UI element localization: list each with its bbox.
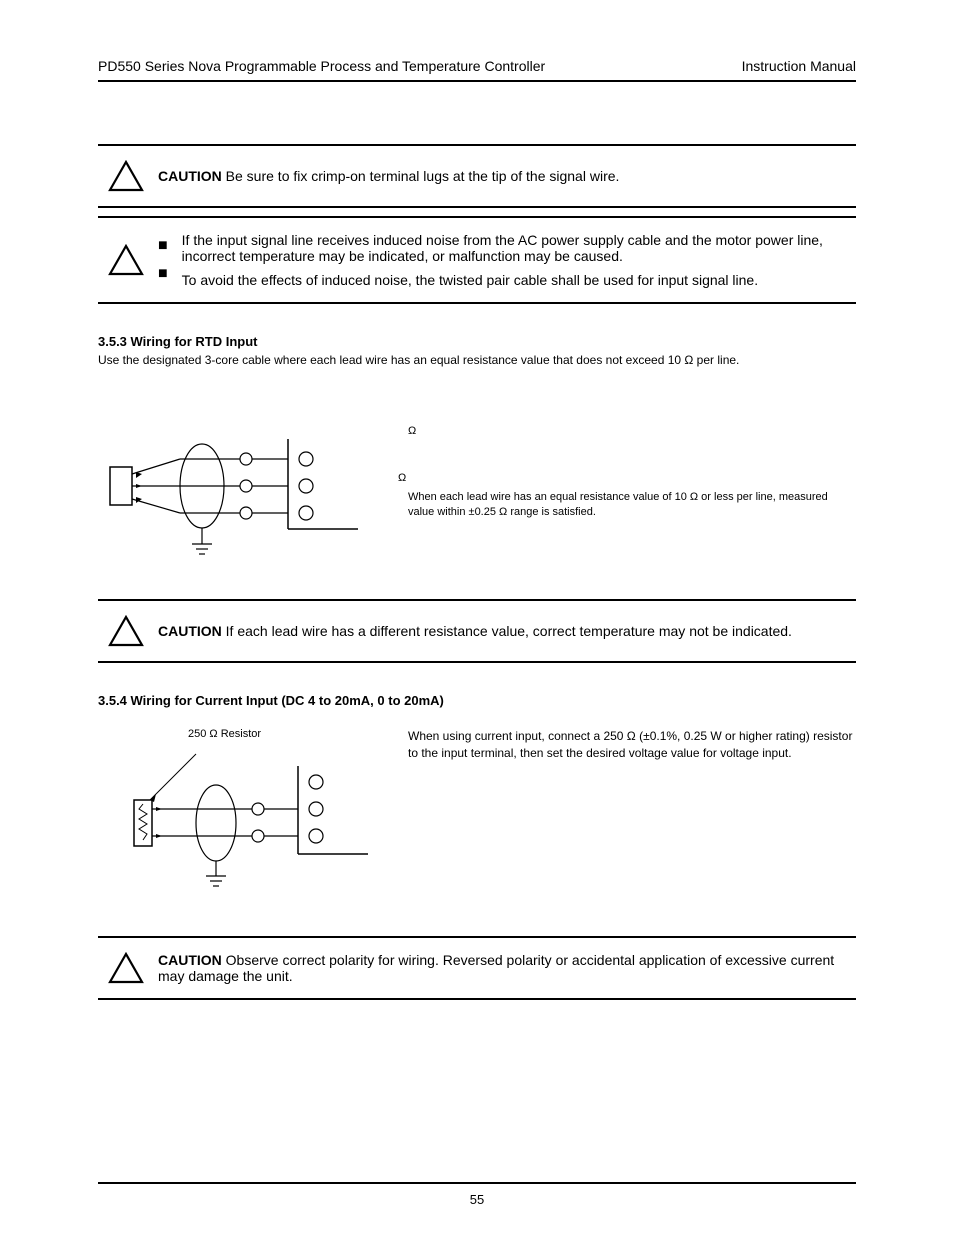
rtd-title: 3.5.3 Wiring for RTD Input [98, 334, 856, 349]
caution-3-text: CAUTION If each lead wire has a differen… [158, 623, 846, 639]
caution-4: CAUTION Observe correct polarity for wir… [98, 938, 856, 998]
rule [98, 661, 856, 663]
current-diagram: 250 Ω Resistor Ω [98, 728, 378, 906]
resistor-label: 250 Ω Resistor Ω [188, 728, 378, 740]
bullet-markers: ■ ■ [158, 237, 168, 283]
header-right: Instruction Manual [742, 58, 856, 74]
caution-triangle-icon [108, 615, 144, 647]
rtd-desc: Use the designated 3-core cable where ea… [98, 353, 856, 367]
bullet-icon: ■ [158, 265, 168, 283]
rtd-diagram [98, 409, 378, 569]
rule [98, 302, 856, 304]
current-diagram-section: 250 Ω Resistor Ω [98, 728, 856, 906]
bullet-icon: ■ [158, 237, 168, 255]
caution-1: CAUTION Be sure to fix crimp-on terminal… [98, 146, 856, 206]
rtd-note: Ω Ω When each lead wire has an equal res… [408, 409, 856, 569]
caution-triangle-icon [108, 244, 144, 276]
caution-4-text: CAUTION Observe correct polarity for wir… [158, 952, 846, 984]
caution-triangle-icon [108, 160, 144, 192]
current-desc: When using current input, connect a 250 … [408, 728, 856, 906]
rtd-diagram-section: Ω Ω When each lead wire has an equal res… [98, 409, 856, 569]
caution-triangle-icon [108, 952, 144, 984]
page-number: 55 [470, 1192, 484, 1207]
caution-3: CAUTION If each lead wire has a differen… [98, 601, 856, 661]
rule [98, 998, 856, 1000]
current-title: 3.5.4 Wiring for Current Input (DC 4 to … [98, 693, 856, 708]
header-left: PD550 Series Nova Programmable Process a… [98, 58, 545, 74]
page-footer: 55 [98, 1182, 856, 1207]
caution-1-text: CAUTION Be sure to fix crimp-on terminal… [158, 168, 846, 184]
caution-2: ■ ■ If the input signal line receives in… [98, 218, 856, 302]
page-header: PD550 Series Nova Programmable Process a… [98, 58, 856, 82]
caution-2-text: If the input signal line receives induce… [182, 232, 846, 288]
